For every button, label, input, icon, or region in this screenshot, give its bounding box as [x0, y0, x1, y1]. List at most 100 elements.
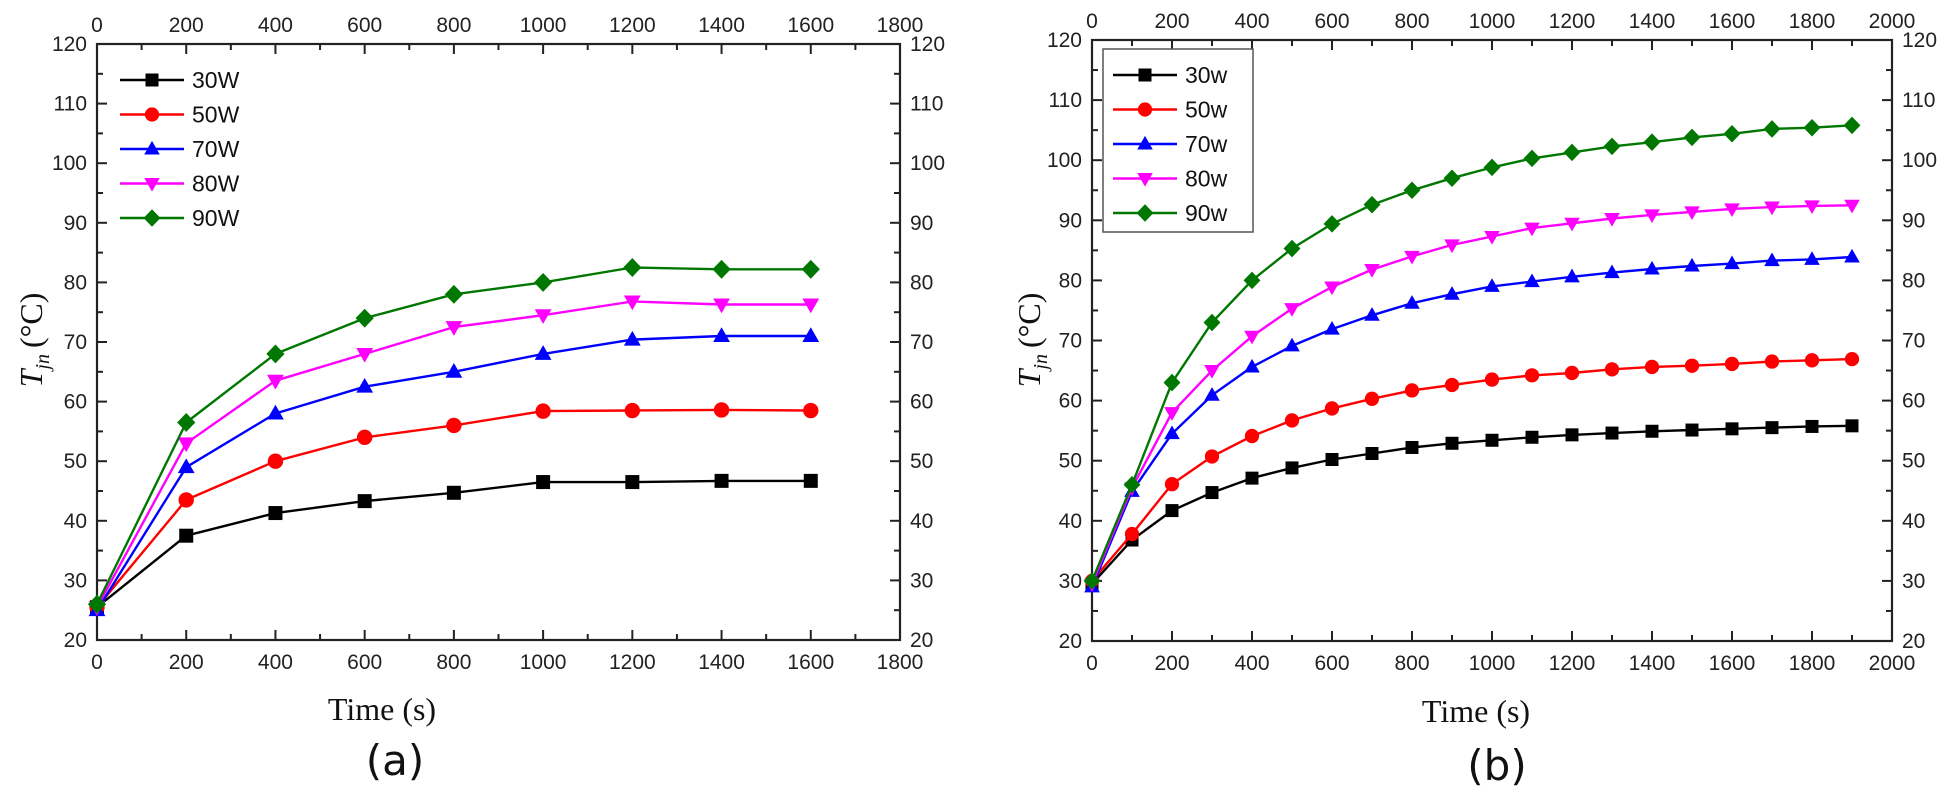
series-line — [1090, 255, 1853, 588]
y-right-tick-label: 90 — [910, 212, 933, 235]
series-50w — [1084, 351, 1860, 589]
data-point — [534, 309, 552, 324]
series-line — [95, 266, 811, 605]
plot-frame — [95, 42, 902, 642]
x-tick-label: 1000 — [1469, 652, 1516, 675]
data-point — [267, 404, 284, 420]
y-right-tick-label: 100 — [1902, 149, 1937, 172]
data-point — [1164, 476, 1180, 492]
y-tick-label: 60 — [64, 391, 87, 414]
legend-label: 30w — [1185, 62, 1228, 88]
x-tick-label: 800 — [436, 651, 471, 674]
data-point — [1284, 337, 1300, 352]
y-right-tick-label: 80 — [1902, 269, 1925, 292]
data-point — [1283, 239, 1301, 258]
data-point — [803, 473, 818, 488]
data-point — [1324, 281, 1340, 296]
x-tick-label: 200 — [169, 651, 204, 674]
x-top-tick-label: 200 — [169, 14, 204, 37]
data-point — [446, 417, 462, 434]
data-point — [445, 321, 463, 336]
data-point — [177, 458, 195, 474]
y-tick-label: 100 — [52, 152, 87, 175]
y-tick-label: 50 — [64, 450, 87, 473]
data-point — [1604, 212, 1620, 227]
data-point — [1523, 149, 1541, 168]
legend-item: 70w — [1113, 131, 1228, 157]
data-point — [712, 259, 731, 279]
data-point — [1324, 401, 1340, 416]
data-point — [625, 475, 640, 490]
data-point — [713, 402, 730, 418]
x-tick-label: 0 — [91, 651, 103, 674]
x-top-tick-label: 1000 — [1469, 10, 1516, 33]
data-point — [1765, 421, 1779, 435]
y-tick-label: 50 — [1059, 450, 1082, 473]
legend-marker — [144, 177, 160, 192]
data-point — [1643, 133, 1661, 151]
x-axis-title: Time (s) — [328, 691, 436, 727]
y-right-tick-label: 40 — [910, 510, 933, 533]
y-tick-label: 80 — [1059, 269, 1082, 292]
data-point — [1404, 383, 1420, 398]
data-point — [445, 363, 463, 378]
legend-item: 70W — [120, 136, 240, 162]
data-point — [1485, 433, 1499, 447]
series-30W — [90, 473, 818, 615]
data-point — [1163, 373, 1181, 392]
data-point — [444, 284, 463, 304]
data-point — [179, 528, 194, 543]
y-axis-title-subscript: jn — [32, 354, 54, 373]
data-point — [1844, 248, 1860, 263]
data-point — [1604, 264, 1620, 279]
data-point — [1325, 452, 1339, 466]
data-point — [1645, 424, 1659, 438]
data-point — [1445, 436, 1459, 450]
legend-label: 80W — [192, 171, 240, 197]
y-right-tick-label: 40 — [1902, 510, 1925, 533]
legend-marker — [144, 107, 160, 122]
data-point — [1444, 377, 1460, 393]
data-point — [1764, 354, 1780, 369]
data-point — [1444, 239, 1460, 254]
x-tick-label: 600 — [347, 651, 382, 674]
y-axis-title-symbol: T — [1011, 367, 1047, 387]
data-point — [268, 506, 283, 521]
y-right-tick-label: 20 — [1902, 630, 1925, 653]
legend-item: 30w — [1113, 62, 1228, 88]
x-top-tick-label: 1000 — [520, 14, 567, 37]
data-point — [535, 403, 551, 419]
y-right-tick-label: 60 — [910, 391, 933, 414]
legend-label: 90w — [1185, 200, 1228, 226]
data-point — [1525, 430, 1539, 444]
data-point — [1324, 320, 1340, 335]
x-tick-label: 1600 — [787, 651, 834, 674]
y-tick-label: 80 — [64, 271, 87, 294]
data-point — [1603, 137, 1621, 156]
data-point — [1605, 426, 1619, 440]
data-point — [1444, 286, 1460, 300]
x-tick-label: 1200 — [609, 651, 656, 674]
data-point — [1323, 215, 1341, 233]
x-top-tick-label: 600 — [347, 14, 382, 37]
data-point — [1644, 209, 1660, 224]
data-point — [1244, 428, 1260, 444]
legend-item: 80w — [1113, 166, 1228, 192]
y-right-tick-label: 70 — [1902, 330, 1925, 353]
x-top-tick-label: 800 — [436, 14, 471, 37]
data-point — [1243, 271, 1261, 290]
y-tick-label: 40 — [1059, 510, 1082, 533]
x-top-tick-label: 0 — [91, 14, 103, 37]
x-top-tick-label: 0 — [1086, 10, 1098, 33]
data-point — [1203, 313, 1221, 332]
y-tick-label: 70 — [1059, 330, 1082, 353]
x-top-tick-label: 1200 — [609, 14, 656, 37]
data-point — [534, 272, 553, 292]
y-right-tick-label: 110 — [910, 93, 943, 116]
data-point — [1204, 365, 1220, 379]
legend-label: 80w — [1185, 166, 1228, 192]
y-right-tick-label: 50 — [910, 450, 933, 473]
x-axis-title: Time (s) — [1422, 693, 1530, 729]
legend-marker — [143, 209, 161, 227]
series-line — [1090, 204, 1853, 585]
